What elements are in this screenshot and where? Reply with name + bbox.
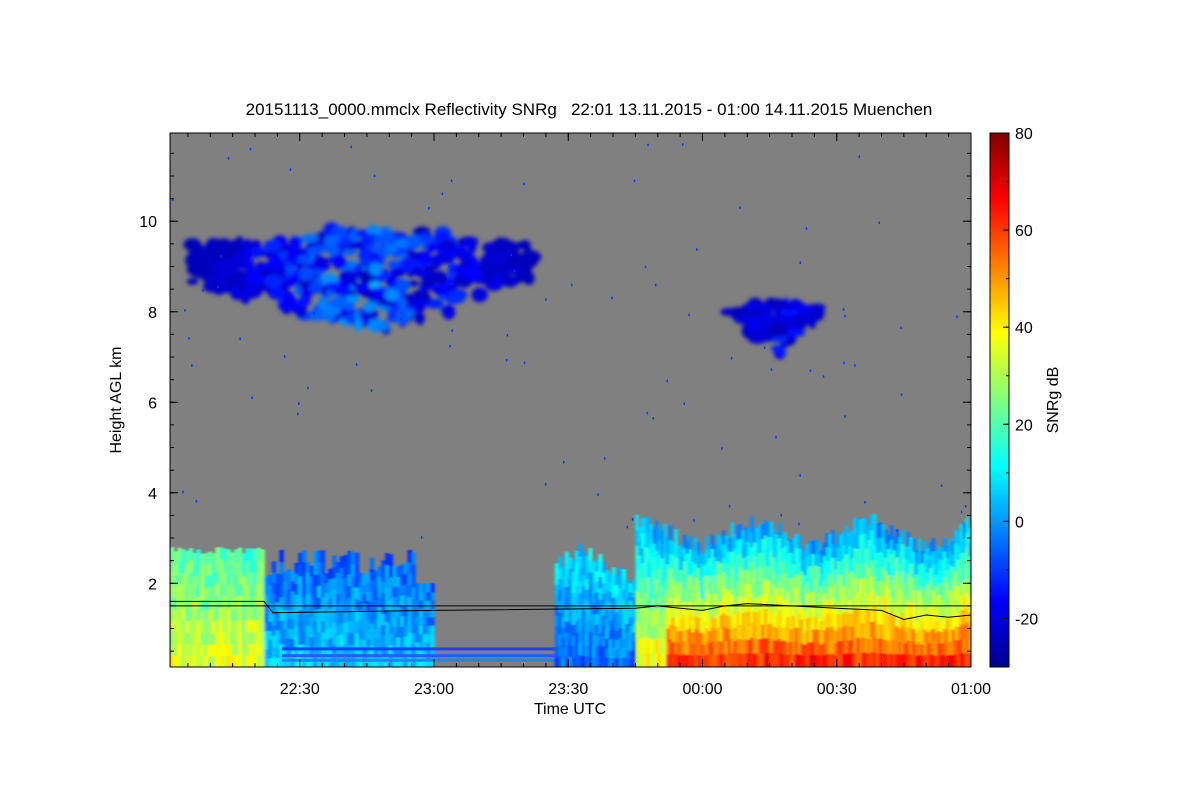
colorbar-gradient [990,133,1009,667]
colorbar-label: SNRg dB [1045,367,1062,434]
low-layer-early [170,547,435,667]
chart-title: 20151113_0000.mmclx Reflectivity SNRg 22… [246,100,933,119]
y-tick-label: 4 [148,486,157,503]
x-tick-label: 01:00 [951,681,991,698]
noise-speckles [171,143,967,539]
y-axis-label: Height AGL km [108,346,125,453]
x-tick-label: 00:00 [682,681,722,698]
colorbar-tick-label: 60 [1015,223,1033,240]
colorbar-frame [989,132,1010,668]
y-tick-label: 6 [148,395,157,412]
x-tick-label: 23:00 [414,681,454,698]
x-tick-label: 22:30 [280,681,320,698]
y-tick-label: 10 [139,214,157,231]
colorbar-tick-label: 0 [1015,514,1024,531]
x-axis-label: Time UTC [534,701,606,718]
colorbar: 80 60 40 20 0 -20 SNRg dB [989,126,1062,668]
y-tick-label: 8 [148,305,157,322]
colorbar-tick-label: 40 [1015,320,1033,337]
x-tick-label: 00:30 [817,681,857,698]
colorbar-tick-label: 20 [1015,417,1033,434]
ground-clutter-lines [281,647,631,662]
plot-area [169,132,972,668]
y-axis: 2 4 6 8 10 [139,152,971,652]
plot-frame [169,132,972,668]
y-tick-label: 2 [148,576,157,593]
colorbar-tick-label: -20 [1015,611,1038,628]
upper-cloud-b [720,297,826,360]
low-layer-mid [554,543,636,667]
x-tick-label: 23:30 [548,681,588,698]
colorbar-tick-label: 80 [1015,126,1033,143]
x-axis: 22:30 23:00 23:30 00:00 00:30 01:00 [187,133,991,698]
upper-cloud-a [183,222,542,335]
low-layer-late [635,514,971,667]
